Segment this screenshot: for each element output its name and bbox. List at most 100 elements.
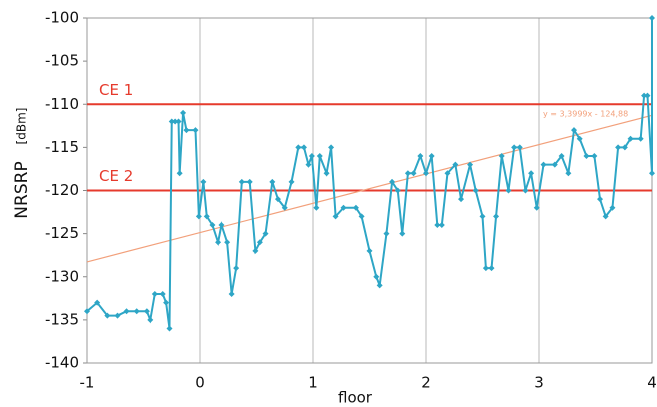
data-point bbox=[637, 135, 644, 142]
data-point bbox=[352, 204, 359, 211]
data-point bbox=[410, 170, 417, 177]
data-point bbox=[195, 213, 202, 220]
data-point bbox=[479, 213, 486, 220]
y-tick-label: -120 bbox=[45, 181, 79, 199]
data-point bbox=[323, 170, 330, 177]
data-point bbox=[516, 144, 523, 151]
data-point bbox=[228, 291, 235, 297]
data-point bbox=[609, 204, 616, 211]
data-point bbox=[627, 135, 634, 142]
y-tick-label: -125 bbox=[45, 224, 79, 242]
y-tick-label: -115 bbox=[45, 138, 79, 156]
data-point bbox=[224, 239, 231, 246]
data-point bbox=[649, 170, 655, 177]
data-point bbox=[166, 325, 173, 332]
data-point bbox=[511, 144, 518, 151]
data-point bbox=[114, 312, 121, 319]
data-point bbox=[389, 178, 396, 185]
data-point bbox=[417, 153, 424, 159]
data-point bbox=[180, 109, 187, 116]
y-tick-label: -105 bbox=[45, 52, 79, 70]
data-point bbox=[305, 161, 312, 168]
data-point bbox=[233, 265, 240, 272]
data-point bbox=[434, 222, 441, 228]
x-tick-label: 4 bbox=[647, 374, 657, 392]
data-point bbox=[591, 153, 598, 159]
data-point bbox=[528, 170, 535, 177]
data-point bbox=[576, 135, 583, 142]
data-point bbox=[340, 204, 347, 211]
data-point bbox=[399, 230, 406, 237]
data-point bbox=[423, 170, 429, 177]
x-tick-label: 1 bbox=[308, 374, 318, 392]
y-axis-unit: [dBm] bbox=[15, 108, 29, 145]
data-point bbox=[428, 153, 435, 159]
data-point bbox=[104, 312, 111, 319]
data-point bbox=[615, 144, 622, 151]
reference-label: CE 2 bbox=[99, 167, 133, 185]
data-point bbox=[84, 308, 90, 315]
x-tick-label: 2 bbox=[421, 374, 431, 392]
data-point bbox=[498, 153, 505, 159]
data-point bbox=[168, 118, 175, 125]
data-point bbox=[493, 213, 500, 220]
trendline-label: y = 3,3999x - 124,88 bbox=[543, 110, 628, 119]
data-point bbox=[295, 144, 302, 151]
y-tick-label: -130 bbox=[45, 267, 79, 285]
data-point bbox=[522, 187, 529, 194]
data-point bbox=[143, 308, 150, 315]
data-point bbox=[505, 187, 512, 194]
data-point bbox=[159, 291, 166, 297]
data-point bbox=[163, 299, 170, 306]
data-point bbox=[597, 196, 604, 203]
data-point bbox=[288, 178, 295, 185]
y-tick-label: -110 bbox=[45, 95, 79, 113]
data-point bbox=[540, 161, 547, 168]
data-point bbox=[151, 291, 158, 297]
data-point bbox=[373, 273, 380, 280]
x-tick-label: -1 bbox=[80, 374, 95, 392]
x-tick-label: 3 bbox=[534, 374, 544, 392]
data-point bbox=[175, 118, 182, 125]
data-point bbox=[176, 170, 183, 177]
data-point bbox=[358, 213, 365, 220]
data-point bbox=[404, 170, 411, 177]
data-point bbox=[602, 213, 609, 220]
data-point bbox=[383, 230, 390, 237]
data-point bbox=[533, 204, 540, 211]
data-point bbox=[438, 222, 445, 228]
data-point bbox=[482, 265, 489, 272]
data-point bbox=[571, 127, 578, 134]
data-point bbox=[458, 196, 465, 203]
data-point bbox=[551, 161, 558, 168]
data-point bbox=[147, 316, 154, 323]
data-point bbox=[376, 282, 383, 289]
y-tick-label: -100 bbox=[45, 9, 79, 27]
data-point bbox=[649, 15, 655, 21]
y-axis-label: NRSRP bbox=[12, 161, 32, 218]
data-point bbox=[252, 247, 259, 254]
data-point bbox=[644, 92, 651, 99]
data-point bbox=[316, 153, 323, 159]
data-point bbox=[313, 204, 320, 211]
data-point bbox=[218, 222, 225, 228]
data-point bbox=[269, 178, 276, 185]
x-tick-label: 0 bbox=[195, 374, 205, 392]
data-point bbox=[641, 92, 648, 99]
data-point bbox=[172, 118, 179, 125]
data-point bbox=[467, 161, 474, 168]
data-point bbox=[215, 239, 222, 246]
data-point bbox=[200, 178, 207, 185]
data-point bbox=[246, 178, 253, 185]
data-point bbox=[583, 153, 590, 159]
data-point bbox=[332, 213, 339, 220]
data-point bbox=[203, 213, 210, 220]
data-point bbox=[94, 299, 101, 306]
data-point bbox=[256, 239, 263, 246]
trendline bbox=[86, 114, 653, 263]
data-point bbox=[262, 230, 269, 237]
data-point bbox=[366, 247, 373, 254]
x-axis-label: floor bbox=[338, 389, 373, 407]
reference-label: CE 1 bbox=[99, 81, 133, 99]
